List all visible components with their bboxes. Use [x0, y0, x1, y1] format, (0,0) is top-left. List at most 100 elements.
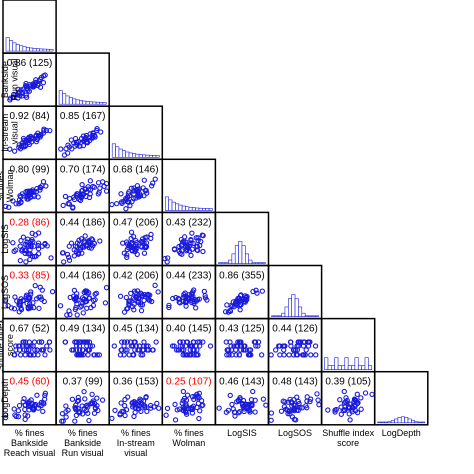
scatter-point — [82, 396, 88, 402]
scatter-point — [255, 343, 261, 349]
correlation-label: 0.68 (146) — [113, 164, 159, 175]
correlation-label: 0.45 (60) — [10, 377, 50, 388]
column-label-5: LogSOS — [278, 428, 312, 438]
histogram-bar — [218, 262, 223, 264]
scatter-point — [236, 410, 242, 416]
scatter-point — [119, 339, 125, 345]
panel-r6-c6 — [320, 317, 376, 373]
scatter-point — [134, 189, 141, 195]
histogram-bar — [5, 37, 10, 52]
scatter-point — [66, 308, 72, 314]
scatter-point — [226, 352, 232, 358]
scatter-point — [18, 352, 24, 358]
scatter-point — [94, 395, 100, 401]
scatter-point — [163, 412, 169, 418]
scatter-point — [234, 299, 240, 305]
scatter-point — [76, 347, 83, 353]
scatter-point — [120, 240, 126, 246]
panel-r5-c0: 0.33 (85) — [2, 264, 57, 320]
histogram-bar — [255, 262, 260, 264]
scatter-point — [82, 233, 88, 239]
scatter-point — [31, 254, 38, 260]
column-label-line: Bankside — [64, 438, 101, 448]
scatter-point — [191, 339, 197, 345]
scatter-point — [121, 250, 127, 256]
scatter-point — [25, 137, 32, 143]
scatter-point — [200, 402, 206, 408]
scatter-point — [134, 288, 141, 294]
scatter-point — [131, 307, 137, 313]
scatter-point — [73, 347, 80, 353]
scatter-point — [66, 257, 73, 263]
scatter-point — [85, 352, 91, 358]
scatter-point — [29, 135, 35, 141]
scatter-point — [315, 397, 321, 403]
correlation-label: 0.48 (143) — [272, 377, 318, 388]
histogram-bar — [205, 208, 210, 211]
scatter-point — [139, 244, 145, 250]
histogram-bar — [85, 101, 90, 105]
scatter-point — [43, 127, 50, 134]
scatter-point — [3, 203, 9, 209]
row-label-5: LogSOS — [0, 275, 10, 309]
scatter-point — [286, 352, 292, 358]
histogram-bar — [284, 306, 289, 317]
column-label-line: % fines — [68, 428, 98, 438]
scatter-point — [282, 399, 288, 405]
panel-border — [373, 370, 429, 426]
row-label-line: In-stream — [0, 114, 10, 152]
scatter-point — [201, 288, 208, 295]
histogram-bar — [294, 298, 299, 317]
scatter-point — [152, 176, 158, 182]
scatter-point — [307, 398, 313, 405]
scatter-point — [22, 143, 29, 149]
histogram-bar — [12, 42, 17, 52]
scatter-point — [174, 407, 180, 413]
row-label-7: LogDepth — [0, 379, 10, 418]
histogram-bar — [361, 365, 366, 371]
scatter-point — [39, 339, 45, 345]
histogram-bar — [92, 101, 97, 105]
scatter-point — [140, 398, 147, 404]
scatter-point — [64, 312, 70, 318]
scatter-point — [20, 297, 26, 304]
histogram-bar — [337, 365, 342, 371]
scatter-point — [73, 339, 80, 345]
panel-r7-c2: 0.36 (153) — [108, 370, 164, 426]
scatter-point — [307, 339, 313, 345]
scatter-point — [281, 347, 287, 353]
scatter-point — [81, 238, 87, 244]
correlation-label: 0.39 (105) — [325, 377, 371, 388]
scatter-point — [10, 198, 16, 204]
scatter-point — [119, 347, 125, 353]
scatter-point — [83, 134, 89, 141]
scatter-point — [13, 343, 19, 349]
scatter-point — [26, 134, 32, 141]
scatter-point — [304, 398, 310, 404]
panel-r2-c2 — [108, 105, 164, 161]
scatter-point — [228, 343, 234, 349]
histogram-bar — [291, 294, 296, 317]
scatter-point — [186, 405, 192, 412]
histogram-bar — [68, 97, 73, 105]
scatter-point — [22, 402, 28, 408]
scatter-point — [129, 304, 136, 310]
scatter-point — [94, 125, 100, 132]
scatter-point — [268, 417, 274, 423]
histogram-bar — [22, 46, 27, 52]
scatter-point — [94, 352, 100, 358]
histogram-bar — [42, 48, 47, 52]
scatter-point — [65, 200, 71, 207]
scatter-point — [23, 92, 29, 98]
scatter-point — [243, 297, 249, 303]
scatter-point — [278, 408, 285, 414]
scatter-point — [71, 194, 77, 200]
scatter-point — [177, 250, 183, 256]
scatter-point — [139, 236, 146, 242]
scatter-point — [112, 407, 118, 414]
scatter-point — [135, 192, 141, 198]
scatter-point — [180, 339, 186, 345]
scatter-point — [80, 310, 86, 316]
scatter-point — [184, 392, 191, 398]
histogram-bar — [208, 208, 213, 211]
